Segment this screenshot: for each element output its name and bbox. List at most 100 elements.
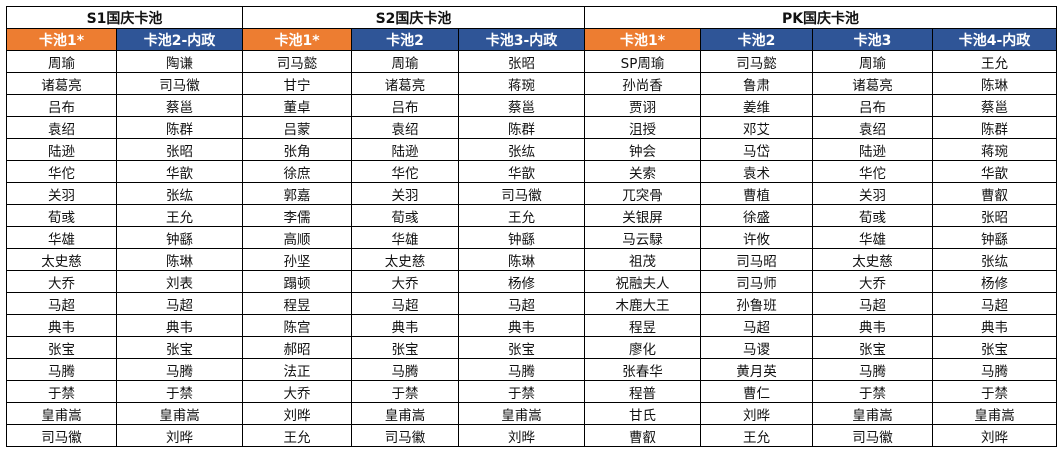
table-cell: 姜维 (700, 94, 813, 117)
column-header: 卡池2 (700, 28, 813, 51)
table-cell: 于禁 (6, 380, 117, 403)
table-cell: 陈群 (458, 116, 585, 139)
column-header: 卡池1* (584, 28, 701, 51)
table-cell: 司马懿 (700, 50, 813, 73)
table-cell: 于禁 (932, 380, 1057, 403)
table-cell: 陆逊 (6, 138, 117, 161)
table-cell: 贾诩 (584, 94, 701, 117)
table-cell: 关羽 (6, 182, 117, 205)
table-cell: 司马师 (700, 270, 813, 293)
table-cell: 太史慈 (812, 248, 933, 271)
table-cell: 王允 (242, 424, 352, 447)
table-cell: 司马懿 (242, 50, 352, 73)
column-header: 卡池2-内政 (116, 28, 243, 51)
table-cell: 沮授 (584, 116, 701, 139)
table-cell: 刘晔 (700, 402, 813, 425)
table-cell: 陶谦 (116, 50, 243, 73)
table-cell: 陆逊 (812, 138, 933, 161)
table-cell: 王允 (700, 424, 813, 447)
table-cell: 张宝 (458, 336, 585, 359)
table-cell: 华佗 (351, 160, 459, 183)
table-cell: 孙鲁班 (700, 292, 813, 315)
table-cell: 蒋琬 (932, 138, 1057, 161)
table-cell: 张宝 (6, 336, 117, 359)
table-cell: 陈琳 (932, 72, 1057, 95)
table-cell: 蹋顿 (242, 270, 352, 293)
table-row: 太史慈 陈琳 孙坚 太史慈 陈琳 祖茂 司马昭 太史慈 张纮 (6, 248, 1057, 271)
table-cell: 张昭 (116, 138, 243, 161)
table-cell: 李儒 (242, 204, 352, 227)
table-cell: 张宝 (812, 336, 933, 359)
table-row: 马超 马超 程昱 马超 马超 木鹿大王 孙鲁班 马超 马超 (6, 292, 1057, 315)
table-cell: 于禁 (458, 380, 585, 403)
table-cell: 曹植 (700, 182, 813, 205)
table-cell: 孙尚香 (584, 72, 701, 95)
table-cell: 华佗 (6, 160, 117, 183)
column-header: 卡池2 (351, 28, 459, 51)
table-cell: 司马昭 (700, 248, 813, 271)
table-row: 吕布 蔡邕 董卓 吕布 蔡邕 贾诩 姜维 吕布 蔡邕 (6, 94, 1057, 117)
table-cell: 高顺 (242, 226, 352, 249)
table-cell: 司马徽 (458, 182, 585, 205)
table-row: 陆逊 张昭 张角 陆逊 张纮 钟会 马岱 陆逊 蒋琬 (6, 138, 1057, 161)
table-cell: 蒋琬 (458, 72, 585, 95)
column-header: 卡池3 (812, 28, 933, 51)
column-header: 卡池3-内政 (458, 28, 585, 51)
table-cell: 马腾 (932, 358, 1057, 381)
table-cell: 周瑜 (812, 50, 933, 73)
table-cell: 马岱 (700, 138, 813, 161)
table-cell: 吕蒙 (242, 116, 352, 139)
table-cell: 司马徽 (351, 424, 459, 447)
table-cell: 法正 (242, 358, 352, 381)
table-cell: 诸葛亮 (812, 72, 933, 95)
table-cell: 马超 (351, 292, 459, 315)
table-cell: 郭嘉 (242, 182, 352, 205)
table-cell: 张纮 (458, 138, 585, 161)
table-cell: 徐盛 (700, 204, 813, 227)
table-cell: 张宝 (351, 336, 459, 359)
table-cell: 钟繇 (458, 226, 585, 249)
table-cell: 关银屏 (584, 204, 701, 227)
table-cell: 蔡邕 (458, 94, 585, 117)
table-cell: 刘晔 (932, 424, 1057, 447)
table-cell: SP周瑜 (584, 50, 701, 73)
table-cell: 袁绍 (351, 116, 459, 139)
table-cell: 吕布 (6, 94, 117, 117)
table-cell: 马腾 (812, 358, 933, 381)
table-cell: 刘表 (116, 270, 243, 293)
table-cell: 于禁 (116, 380, 243, 403)
table-cell: 程昱 (242, 292, 352, 315)
table-cell: 张昭 (932, 204, 1057, 227)
table-cell: 许攸 (700, 226, 813, 249)
table-cell: 王允 (116, 204, 243, 227)
table-row: 诸葛亮 司马徽 甘宁 诸葛亮 蒋琬 孙尚香 鲁肃 诸葛亮 陈琳 (6, 72, 1057, 95)
table-cell: 周瑜 (351, 50, 459, 73)
group-title: S2国庆卡池 (242, 6, 585, 29)
table-cell: 张纮 (932, 248, 1057, 271)
table-cell: 典韦 (812, 314, 933, 337)
table-row: 袁绍 陈群 吕蒙 袁绍 陈群 沮授 邓艾 袁绍 陈群 (6, 116, 1057, 139)
table-cell: 陆逊 (351, 138, 459, 161)
table-cell: 袁术 (700, 160, 813, 183)
table-cell: 大乔 (242, 380, 352, 403)
table-cell: 皇甫嵩 (351, 402, 459, 425)
table-cell: 袁绍 (6, 116, 117, 139)
table-cell: 关索 (584, 160, 701, 183)
table-cell: 刘晔 (242, 402, 352, 425)
table-cell: 钟繇 (116, 226, 243, 249)
card-pool-table: S1国庆卡池 S2国庆卡池 PK国庆卡池 卡池1* 卡池2-内政 卡池1* 卡池2 卡池3-… (6, 6, 1057, 447)
table-cell: 曹叡 (932, 182, 1057, 205)
table-row: 荀彧 王允 李儒 荀彧 王允 关银屏 徐盛 荀彧 张昭 (6, 204, 1057, 227)
table-row: 华佗 华歆 徐庶 华佗 华歆 关索 袁术 华佗 华歆 (6, 160, 1057, 183)
table-cell: 马腾 (351, 358, 459, 381)
table-cell: 木鹿大王 (584, 292, 701, 315)
table-cell: 刘晔 (116, 424, 243, 447)
group-title: PK国庆卡池 (584, 6, 1057, 29)
table-cell: 兀突骨 (584, 182, 701, 205)
table-cell: 荀彧 (812, 204, 933, 227)
table-cell: 吕布 (351, 94, 459, 117)
group-header-row: S1国庆卡池 S2国庆卡池 PK国庆卡池 (6, 6, 1057, 29)
table-cell: 钟会 (584, 138, 701, 161)
table-cell: 华佗 (812, 160, 933, 183)
table-cell: 王允 (932, 50, 1057, 73)
